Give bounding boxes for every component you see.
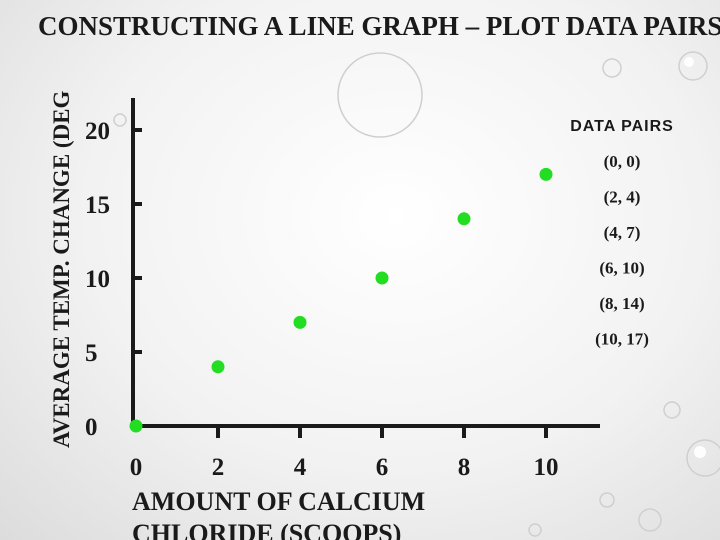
y-axis-label: AVERAGE TEMP. CHANGE (DEG — [49, 90, 74, 448]
legend-title: DATA PAIRS — [570, 118, 674, 135]
x-axis-label-line1: AMOUNT OF CALCIUM — [132, 487, 425, 516]
legend-item: (8, 14) — [599, 294, 644, 313]
axes — [131, 98, 600, 428]
y-tick-label: 10 — [85, 266, 110, 293]
data-point — [293, 315, 307, 329]
x-axis-label-line2: CHLORIDE (SCOOPS) — [132, 519, 401, 540]
data-point — [129, 419, 143, 433]
y-ticks: 0 5 10 15 20 — [85, 118, 142, 441]
data-point — [211, 360, 225, 374]
data-point — [539, 167, 553, 181]
legend: DATA PAIRS (0, 0) (2, 4) (4, 7) (6, 10) (8, … — [570, 118, 674, 349]
chart-title: CONSTRUCTING A LINE GRAPH – PLOT DATA PA… — [38, 11, 720, 41]
x-tick-label: 4 — [294, 454, 307, 481]
data-points — [129, 167, 553, 433]
water-drops-decoration — [113, 51, 720, 537]
legend-item: (2, 4) — [604, 188, 641, 207]
legend-item: (0, 0) — [604, 152, 641, 171]
legend-item: (4, 7) — [604, 223, 641, 242]
y-tick-label: 20 — [85, 118, 110, 145]
y-tick-label: 0 — [85, 414, 98, 441]
legend-item: (6, 10) — [599, 259, 644, 278]
data-point — [375, 271, 389, 285]
x-tick-label: 6 — [376, 454, 389, 481]
legend-item: (10, 17) — [595, 330, 649, 349]
x-tick-label: 8 — [458, 454, 471, 481]
data-point — [457, 212, 471, 226]
y-tick-label: 5 — [85, 340, 98, 367]
x-axis-label: AMOUNT OF CALCIUM CHLORIDE (SCOOPS) — [132, 487, 432, 540]
x-tick-label: 0 — [130, 454, 143, 481]
y-tick-label: 15 — [85, 192, 110, 219]
x-tick-label: 2 — [212, 454, 225, 481]
x-ticks: 0 2 4 6 8 10 — [130, 426, 559, 481]
x-tick-label: 10 — [534, 454, 559, 481]
